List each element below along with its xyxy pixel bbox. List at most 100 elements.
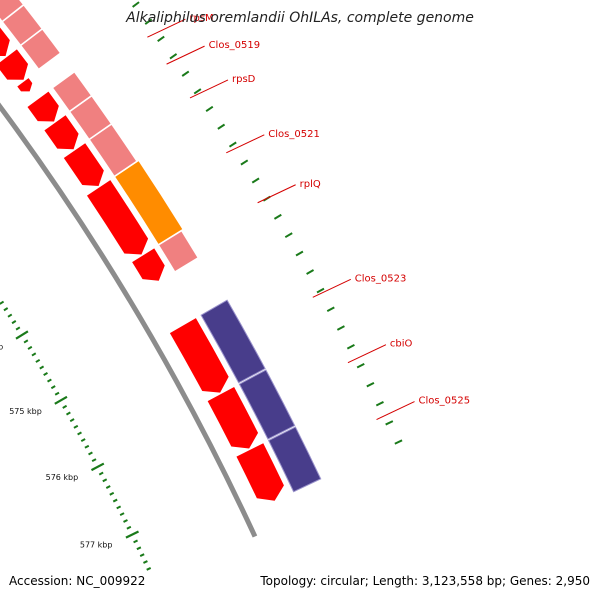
accession-text: Accession: NC_009922 bbox=[9, 574, 146, 588]
minor-tick bbox=[139, 553, 145, 557]
gene-bands bbox=[0, 0, 322, 501]
outer-tick bbox=[273, 213, 282, 220]
feature-band bbox=[53, 72, 91, 111]
label-leader bbox=[376, 401, 415, 421]
minor-tick bbox=[98, 471, 104, 476]
outer-tick bbox=[326, 306, 335, 313]
gene-label: rpsM bbox=[189, 13, 213, 24]
tick-label: 577 kbp bbox=[80, 540, 113, 549]
minor-tick bbox=[66, 411, 71, 416]
outer-tick bbox=[251, 177, 260, 184]
major-tick bbox=[15, 330, 29, 340]
outer-tick bbox=[316, 287, 325, 294]
label-leader bbox=[226, 134, 265, 154]
outer-tick bbox=[336, 325, 345, 331]
minor-tick bbox=[136, 546, 142, 551]
outer-tick bbox=[356, 362, 365, 369]
feature-band bbox=[70, 96, 111, 139]
minor-tick bbox=[23, 339, 29, 344]
minor-tick bbox=[88, 451, 93, 456]
minor-tick bbox=[109, 491, 115, 496]
minor-tick bbox=[54, 391, 60, 396]
minor-tick bbox=[62, 404, 68, 409]
cds-arrow bbox=[44, 115, 79, 150]
cds-arrow bbox=[87, 180, 149, 255]
minor-tick bbox=[47, 378, 52, 383]
minor-tick bbox=[119, 512, 125, 517]
minor-tick bbox=[11, 320, 17, 325]
feature-band bbox=[3, 5, 42, 45]
gene-label: Clos_0523 bbox=[355, 273, 407, 284]
minor-tick bbox=[15, 326, 21, 331]
minor-tick bbox=[143, 560, 148, 564]
cds-arrow bbox=[63, 143, 104, 187]
feature-band bbox=[267, 426, 322, 493]
minor-tick bbox=[112, 498, 118, 503]
cds-arrow bbox=[132, 248, 165, 281]
gene-label: Clos_0521 bbox=[268, 129, 320, 140]
label-leader bbox=[189, 79, 229, 99]
minor-tick bbox=[43, 372, 48, 376]
minor-tick bbox=[146, 567, 152, 571]
gene-label: Clos_0519 bbox=[209, 40, 261, 51]
major-tick bbox=[90, 462, 105, 472]
outer-tick bbox=[144, 18, 153, 25]
gene-label: cbiO bbox=[390, 339, 413, 350]
feature-band bbox=[115, 161, 183, 244]
label-leader bbox=[147, 18, 186, 38]
outer-tick bbox=[346, 344, 355, 350]
minor-tick bbox=[39, 365, 45, 370]
outer-tick bbox=[366, 381, 375, 388]
minor-tick bbox=[102, 478, 108, 483]
outer-tick bbox=[157, 35, 165, 43]
feature-band bbox=[21, 29, 60, 69]
feature-band bbox=[159, 231, 198, 271]
outer-tick bbox=[394, 439, 403, 445]
minor-tick bbox=[116, 505, 122, 510]
cds-arrow bbox=[0, 27, 10, 56]
gene-label: Clos_0525 bbox=[419, 396, 471, 407]
cds-arrow bbox=[169, 318, 229, 393]
minor-tick bbox=[91, 458, 97, 463]
gene-labels: Clos_0515Clos_0516Clos_0517rpsMClos_0519… bbox=[147, 13, 471, 421]
minor-tick bbox=[50, 385, 56, 390]
minor-tick bbox=[27, 345, 33, 350]
gene-label: rplQ bbox=[300, 179, 321, 190]
gene-label: rpsD bbox=[232, 74, 256, 85]
label-leader bbox=[257, 184, 296, 204]
label-leader bbox=[166, 45, 205, 65]
outer-tick bbox=[228, 141, 237, 148]
outer-tick bbox=[385, 420, 394, 426]
tick-label: 575 kbp bbox=[9, 407, 42, 416]
outer-tick bbox=[306, 269, 315, 275]
genome-title: Alkaliphilus oremlandii OhILAs, complete… bbox=[126, 10, 474, 26]
minor-tick bbox=[73, 424, 79, 429]
outer-tick bbox=[169, 53, 178, 60]
feature-band bbox=[90, 124, 137, 176]
outer-tick bbox=[217, 123, 226, 130]
label-leader bbox=[347, 344, 387, 364]
cds-arrow bbox=[27, 91, 59, 122]
feature-band bbox=[0, 0, 23, 21]
minor-tick bbox=[77, 431, 82, 436]
scale-ticks: 570 kbp571 kbp572 kbp573 kbp574 kbp575 k… bbox=[0, 1, 403, 571]
minor-tick bbox=[69, 418, 75, 423]
outer-tick bbox=[240, 159, 249, 166]
outer-tick bbox=[193, 88, 202, 95]
feature-band bbox=[200, 299, 266, 384]
tick-label: 574 kbp bbox=[0, 343, 3, 352]
backbone-arc bbox=[0, 102, 258, 538]
minor-tick bbox=[84, 444, 90, 449]
feature-band bbox=[238, 369, 296, 440]
outer-tick bbox=[295, 250, 304, 257]
minor-tick bbox=[133, 539, 138, 544]
backbone bbox=[0, 102, 258, 538]
minor-tick bbox=[80, 438, 86, 443]
minor-tick bbox=[31, 352, 37, 357]
outer-tick bbox=[205, 105, 214, 112]
minor-tick bbox=[126, 525, 132, 530]
minor-tick bbox=[123, 519, 128, 523]
outer-tick bbox=[181, 70, 190, 77]
outer-tick bbox=[132, 1, 140, 8]
